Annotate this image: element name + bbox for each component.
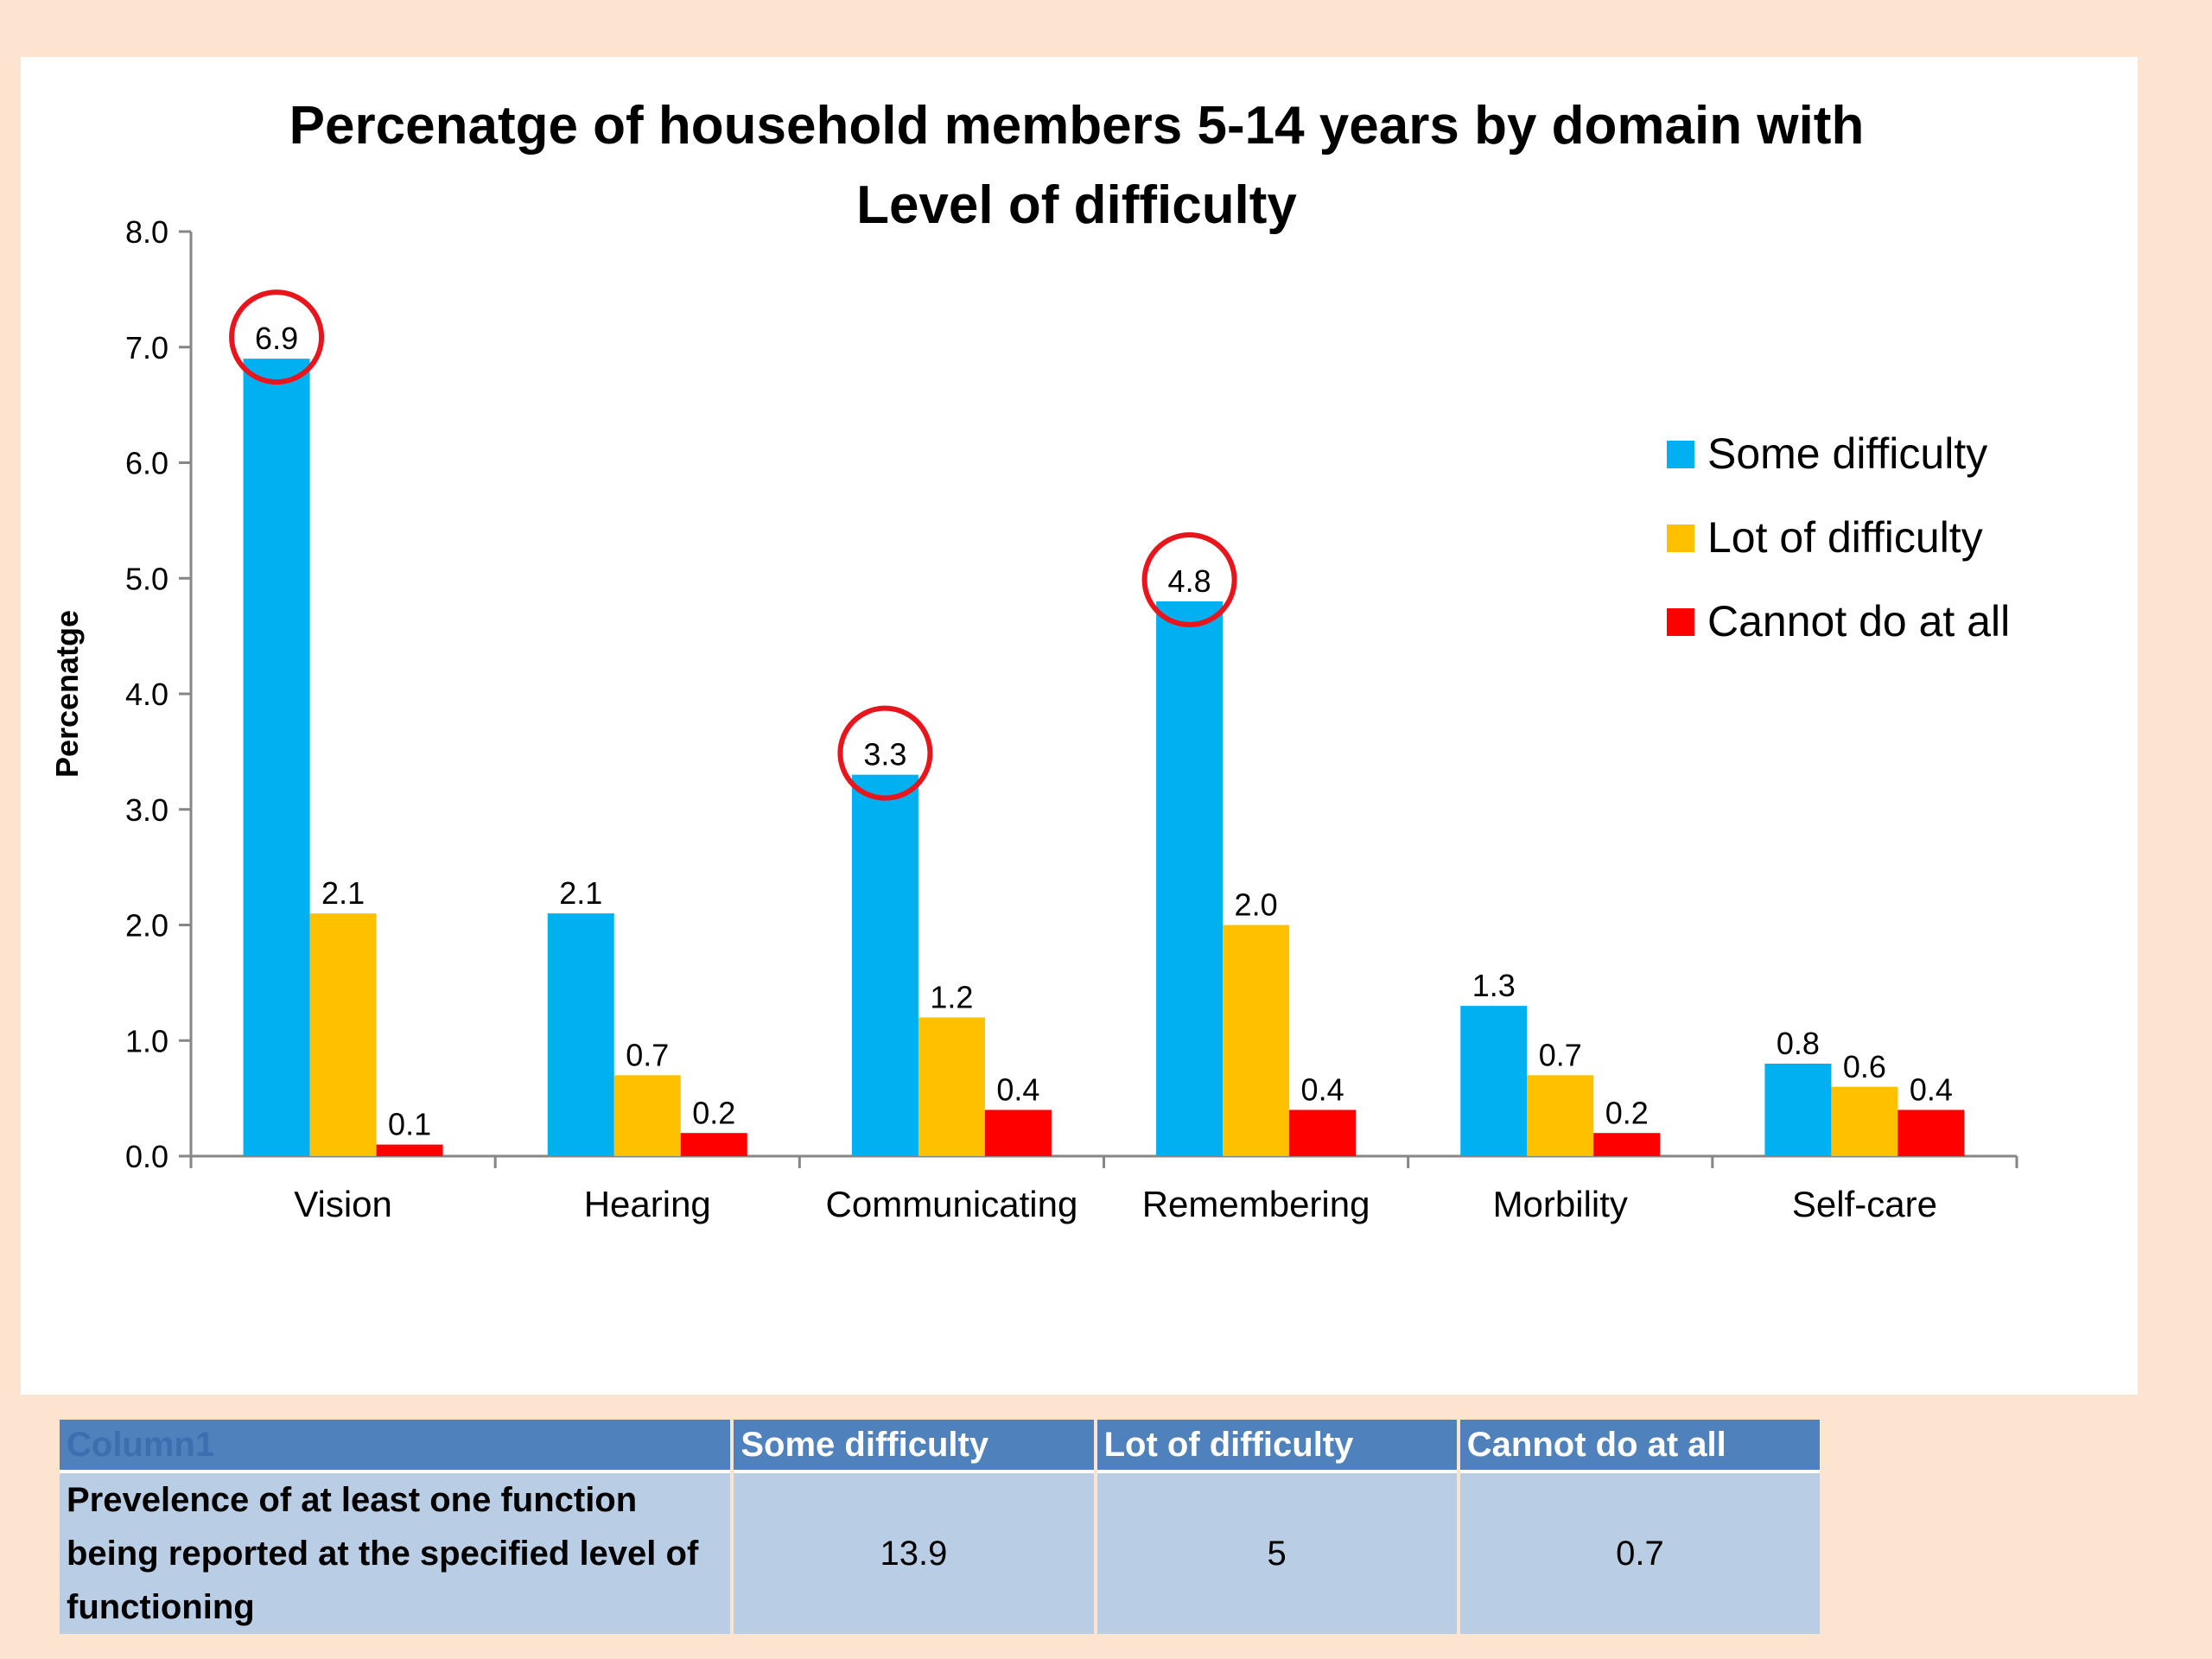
table-cell-some-difficulty: 13.9: [734, 1473, 1094, 1634]
data-label: 6.9: [255, 321, 298, 356]
bar-cannot-do-at-all: [1897, 1109, 1965, 1156]
y-tick-label: 6.0: [125, 446, 168, 481]
data-label: 0.8: [1777, 1026, 1820, 1061]
legend-label-lot-of-difficulty: Lot of difficulty: [1707, 513, 1983, 562]
bar-lot-of-difficulty: [613, 1075, 681, 1156]
x-tick-label: Vision: [294, 1184, 392, 1224]
x-tick-label: Communicating: [826, 1184, 1078, 1224]
y-tick-label: 1.0: [125, 1023, 168, 1058]
data-label: 0.2: [1605, 1095, 1649, 1130]
data-label: 0.7: [626, 1037, 669, 1072]
chart-title-line-1: Percenatge of household members 5-14 yea…: [289, 96, 1865, 156]
table-header-some-difficulty: Some difficulty: [734, 1420, 1094, 1473]
bar-lot-of-difficulty: [1223, 925, 1290, 1156]
data-label: 0.7: [1539, 1037, 1582, 1072]
legend-swatch-some-difficulty: [1667, 441, 1694, 468]
bar-lot-of-difficulty: [1527, 1075, 1594, 1156]
bar-cannot-do-at-all: [984, 1109, 1052, 1156]
bar-cannot-do-at-all: [376, 1144, 443, 1156]
x-tick-label: Remembering: [1142, 1184, 1370, 1224]
y-tick-label: 7.0: [125, 330, 168, 365]
data-label: 0.4: [1301, 1072, 1344, 1108]
data-label: 0.2: [692, 1095, 735, 1130]
data-label: 3.3: [863, 737, 906, 772]
y-tick-label: 5.0: [125, 561, 168, 596]
data-label: 1.3: [1472, 968, 1516, 1003]
bar-some-difficulty: [1764, 1064, 1832, 1156]
bar-cannot-do-at-all: [1593, 1133, 1661, 1156]
x-tick-label: Morbility: [1493, 1184, 1628, 1224]
y-tick-label: 3.0: [125, 792, 168, 828]
bar-lot-of-difficulty: [1831, 1086, 1898, 1156]
data-label: 2.1: [321, 875, 365, 911]
y-tick-label: 2.0: [125, 908, 168, 944]
highlight-circle: [1141, 532, 1237, 627]
y-tick-label: 8.0: [125, 214, 168, 250]
data-label: 2.0: [1235, 887, 1278, 923]
chart-title-line-2: Level of difficulty: [856, 175, 1297, 235]
table-row-label: Prevelence of at least one function bein…: [60, 1473, 731, 1634]
x-tick-label: Hearing: [584, 1184, 711, 1224]
data-label: 0.1: [388, 1107, 431, 1142]
highlight-circle: [837, 705, 933, 801]
data-label: 4.8: [1168, 563, 1211, 599]
data-label: 0.4: [996, 1072, 1039, 1108]
table-cell-cannot-do-at-all: 0.7: [1459, 1473, 1820, 1634]
bar-cannot-do-at-all: [680, 1133, 747, 1156]
table-header-row: Column1 Some difficulty Lot of difficult…: [60, 1420, 1820, 1473]
table-header-lot-of-difficulty: Lot of difficulty: [1096, 1420, 1457, 1473]
legend-label-some-difficulty: Some difficulty: [1707, 429, 1987, 478]
legend-swatch-cannot-do-at-all: [1667, 608, 1694, 636]
data-label: 1.2: [930, 980, 973, 1015]
bar-some-difficulty: [243, 359, 310, 1156]
bar-chart: Percenatge of household members 5-14 yea…: [49, 96, 2018, 1224]
data-label: 0.6: [1843, 1049, 1886, 1084]
table-header-cannot-do-at-all: Cannot do at all: [1459, 1420, 1820, 1473]
legend-swatch-lot-of-difficulty: [1667, 524, 1694, 552]
highlight-circle: [229, 289, 325, 385]
data-label: 2.1: [559, 875, 602, 911]
table-header-column1: Column1: [60, 1420, 731, 1473]
x-tick-label: Self-care: [1792, 1184, 1937, 1224]
table-cell-lot-of-difficulty: 5: [1096, 1473, 1457, 1634]
table-row: Prevelence of at least one function bein…: [60, 1473, 1820, 1634]
chart-panel: Percenatge of household members 5-14 yea…: [21, 57, 2138, 1395]
bar-lot-of-difficulty: [918, 1017, 985, 1156]
y-tick-label: 4.0: [125, 677, 168, 712]
bar-lot-of-difficulty: [309, 913, 377, 1156]
bar-some-difficulty: [851, 774, 918, 1156]
legend-label-cannot-do-at-all: Cannot do at all: [1707, 597, 2010, 645]
data-label: 0.4: [1910, 1072, 1953, 1108]
y-tick-label: 0.0: [125, 1139, 168, 1174]
bar-some-difficulty: [547, 913, 614, 1156]
bar-cannot-do-at-all: [1289, 1109, 1357, 1156]
y-axis-title: Percenatge: [49, 610, 85, 778]
summary-table: Column1 Some difficulty Lot of difficult…: [56, 1420, 1823, 1634]
bar-some-difficulty: [1460, 1006, 1528, 1156]
bar-some-difficulty: [1156, 601, 1224, 1156]
